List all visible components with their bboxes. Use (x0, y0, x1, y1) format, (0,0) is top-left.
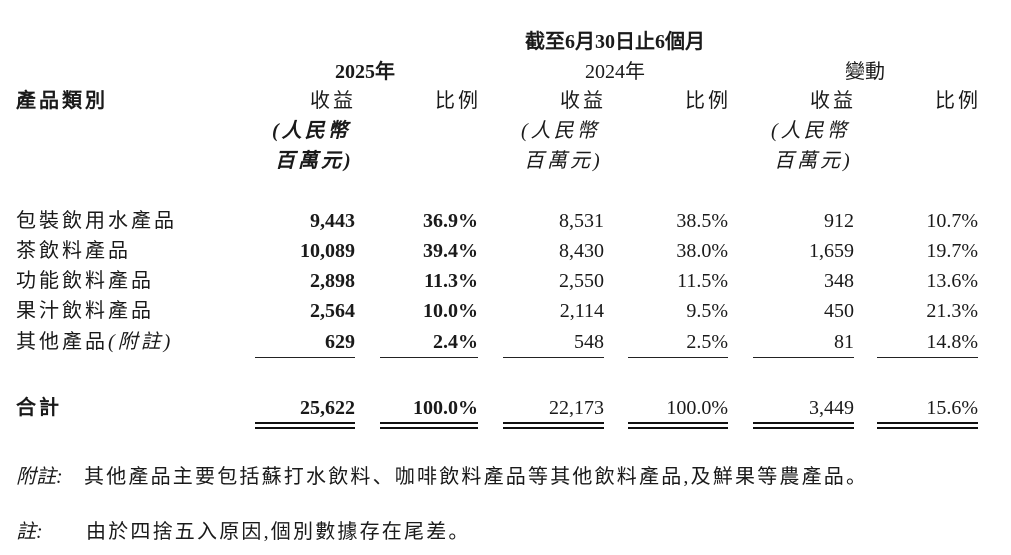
cell-rev-change: 450 (824, 300, 854, 322)
revenue-change-header: 收益 (810, 90, 856, 112)
cell-ratio-2025: 11.3% (424, 270, 478, 292)
note-text: 由於四捨五入原因,個別數據存在尾差。 (86, 521, 471, 543)
cell-rev-change: 912 (824, 210, 854, 232)
subtotal-rule (255, 357, 355, 358)
note-label: 註: (16, 521, 43, 543)
cell-ratio-change: 13.6% (926, 270, 978, 292)
unit-2024-line2: 百萬元) (524, 150, 603, 172)
cell-rev-2025: 9,443 (310, 210, 355, 232)
cell-rev-change: 348 (824, 270, 854, 292)
cell-rev-2025: 2,898 (310, 270, 355, 292)
unit-2025-line1: (人民幣 (272, 120, 351, 142)
unit-2024-line1: (人民幣 (521, 120, 600, 142)
cell-ratio-2024: 38.0% (676, 240, 728, 262)
total-ratio-change: 15.6% (926, 397, 978, 419)
ratio-2025-header: 比例 (435, 90, 481, 112)
row-category: 果汁飲料產品 (16, 299, 154, 323)
period-header: 截至6月30日止6個月 (525, 31, 705, 53)
cell-ratio-2025: 10.0% (423, 300, 478, 322)
total-double-rule (628, 422, 728, 429)
cell-rev-2025: 10,089 (300, 240, 355, 262)
cell-rev-2025: 629 (325, 331, 355, 353)
cell-rev-2024: 8,531 (559, 210, 604, 232)
row-category-note: (附註) (108, 331, 174, 353)
row-category: 包裝飲用水產品 (16, 209, 177, 233)
cell-rev-2024: 2,114 (559, 300, 604, 322)
row-category-label: 其他產品 (16, 331, 108, 353)
cell-rev-2025: 2,564 (310, 300, 355, 322)
total-category: 合計 (16, 397, 62, 419)
total-rev-2025: 25,622 (300, 397, 355, 419)
unit-change-line1: (人民幣 (771, 120, 850, 142)
cell-ratio-2024: 11.5% (677, 270, 728, 292)
row-category: 茶飲料產品 (16, 239, 131, 263)
cell-ratio-2025: 36.9% (423, 210, 478, 232)
cell-rev-change: 81 (834, 331, 854, 353)
cell-rev-2024: 548 (574, 331, 604, 353)
total-double-rule (503, 422, 604, 429)
subtotal-rule (753, 357, 854, 358)
row-category-label: 果汁飲料產品 (16, 300, 154, 322)
row-category-label: 包裝飲用水產品 (16, 210, 177, 232)
cell-ratio-change: 14.8% (926, 331, 978, 353)
category-header: 產品類別 (16, 90, 108, 112)
cell-ratio-change: 19.7% (926, 240, 978, 262)
year-2024-header: 2024年 (585, 61, 645, 83)
revenue-2024-header: 收益 (560, 90, 606, 112)
cell-ratio-change: 21.3% (926, 300, 978, 322)
cell-ratio-2024: 38.5% (676, 210, 728, 232)
appendix-text: 其他產品主要包括蘇打水飲料、咖啡飲料產品等其他飲料產品,及鮮果等農產品。 (84, 466, 869, 488)
cell-ratio-2025: 39.4% (423, 240, 478, 262)
total-double-rule (753, 422, 854, 429)
appendix-label: 附註: (16, 466, 63, 488)
total-rev-change: 3,449 (809, 397, 854, 419)
total-ratio-2025: 100.0% (413, 397, 478, 419)
unit-2025-line2: 百萬元) (275, 150, 354, 172)
year-2025-header: 2025年 (335, 61, 395, 83)
subtotal-rule (877, 357, 978, 358)
change-header: 變動 (845, 61, 885, 83)
cell-ratio-2025: 2.4% (433, 331, 478, 353)
cell-ratio-change: 10.7% (926, 210, 978, 232)
ratio-2024-header: 比例 (685, 90, 731, 112)
total-double-rule (380, 422, 478, 429)
cell-rev-change: 1,659 (809, 240, 854, 262)
revenue-2025-header: 收益 (310, 90, 356, 112)
row-category-label: 功能飲料產品 (16, 270, 154, 292)
cell-ratio-2024: 2.5% (686, 331, 728, 353)
subtotal-rule (380, 357, 478, 358)
unit-change-line2: 百萬元) (774, 150, 853, 172)
ratio-change-header: 比例 (935, 90, 981, 112)
cell-rev-2024: 2,550 (559, 270, 604, 292)
cell-ratio-2024: 9.5% (686, 300, 728, 322)
row-category: 功能飲料產品 (16, 269, 154, 293)
cell-rev-2024: 8,430 (559, 240, 604, 262)
total-double-rule (877, 422, 978, 429)
total-ratio-2024: 100.0% (666, 397, 728, 419)
total-double-rule (255, 422, 355, 429)
row-category: 其他產品(附註) (16, 330, 173, 354)
subtotal-rule (628, 357, 728, 358)
row-category-label: 茶飲料產品 (16, 240, 131, 262)
total-rev-2024: 22,173 (549, 397, 604, 419)
subtotal-rule (503, 357, 604, 358)
